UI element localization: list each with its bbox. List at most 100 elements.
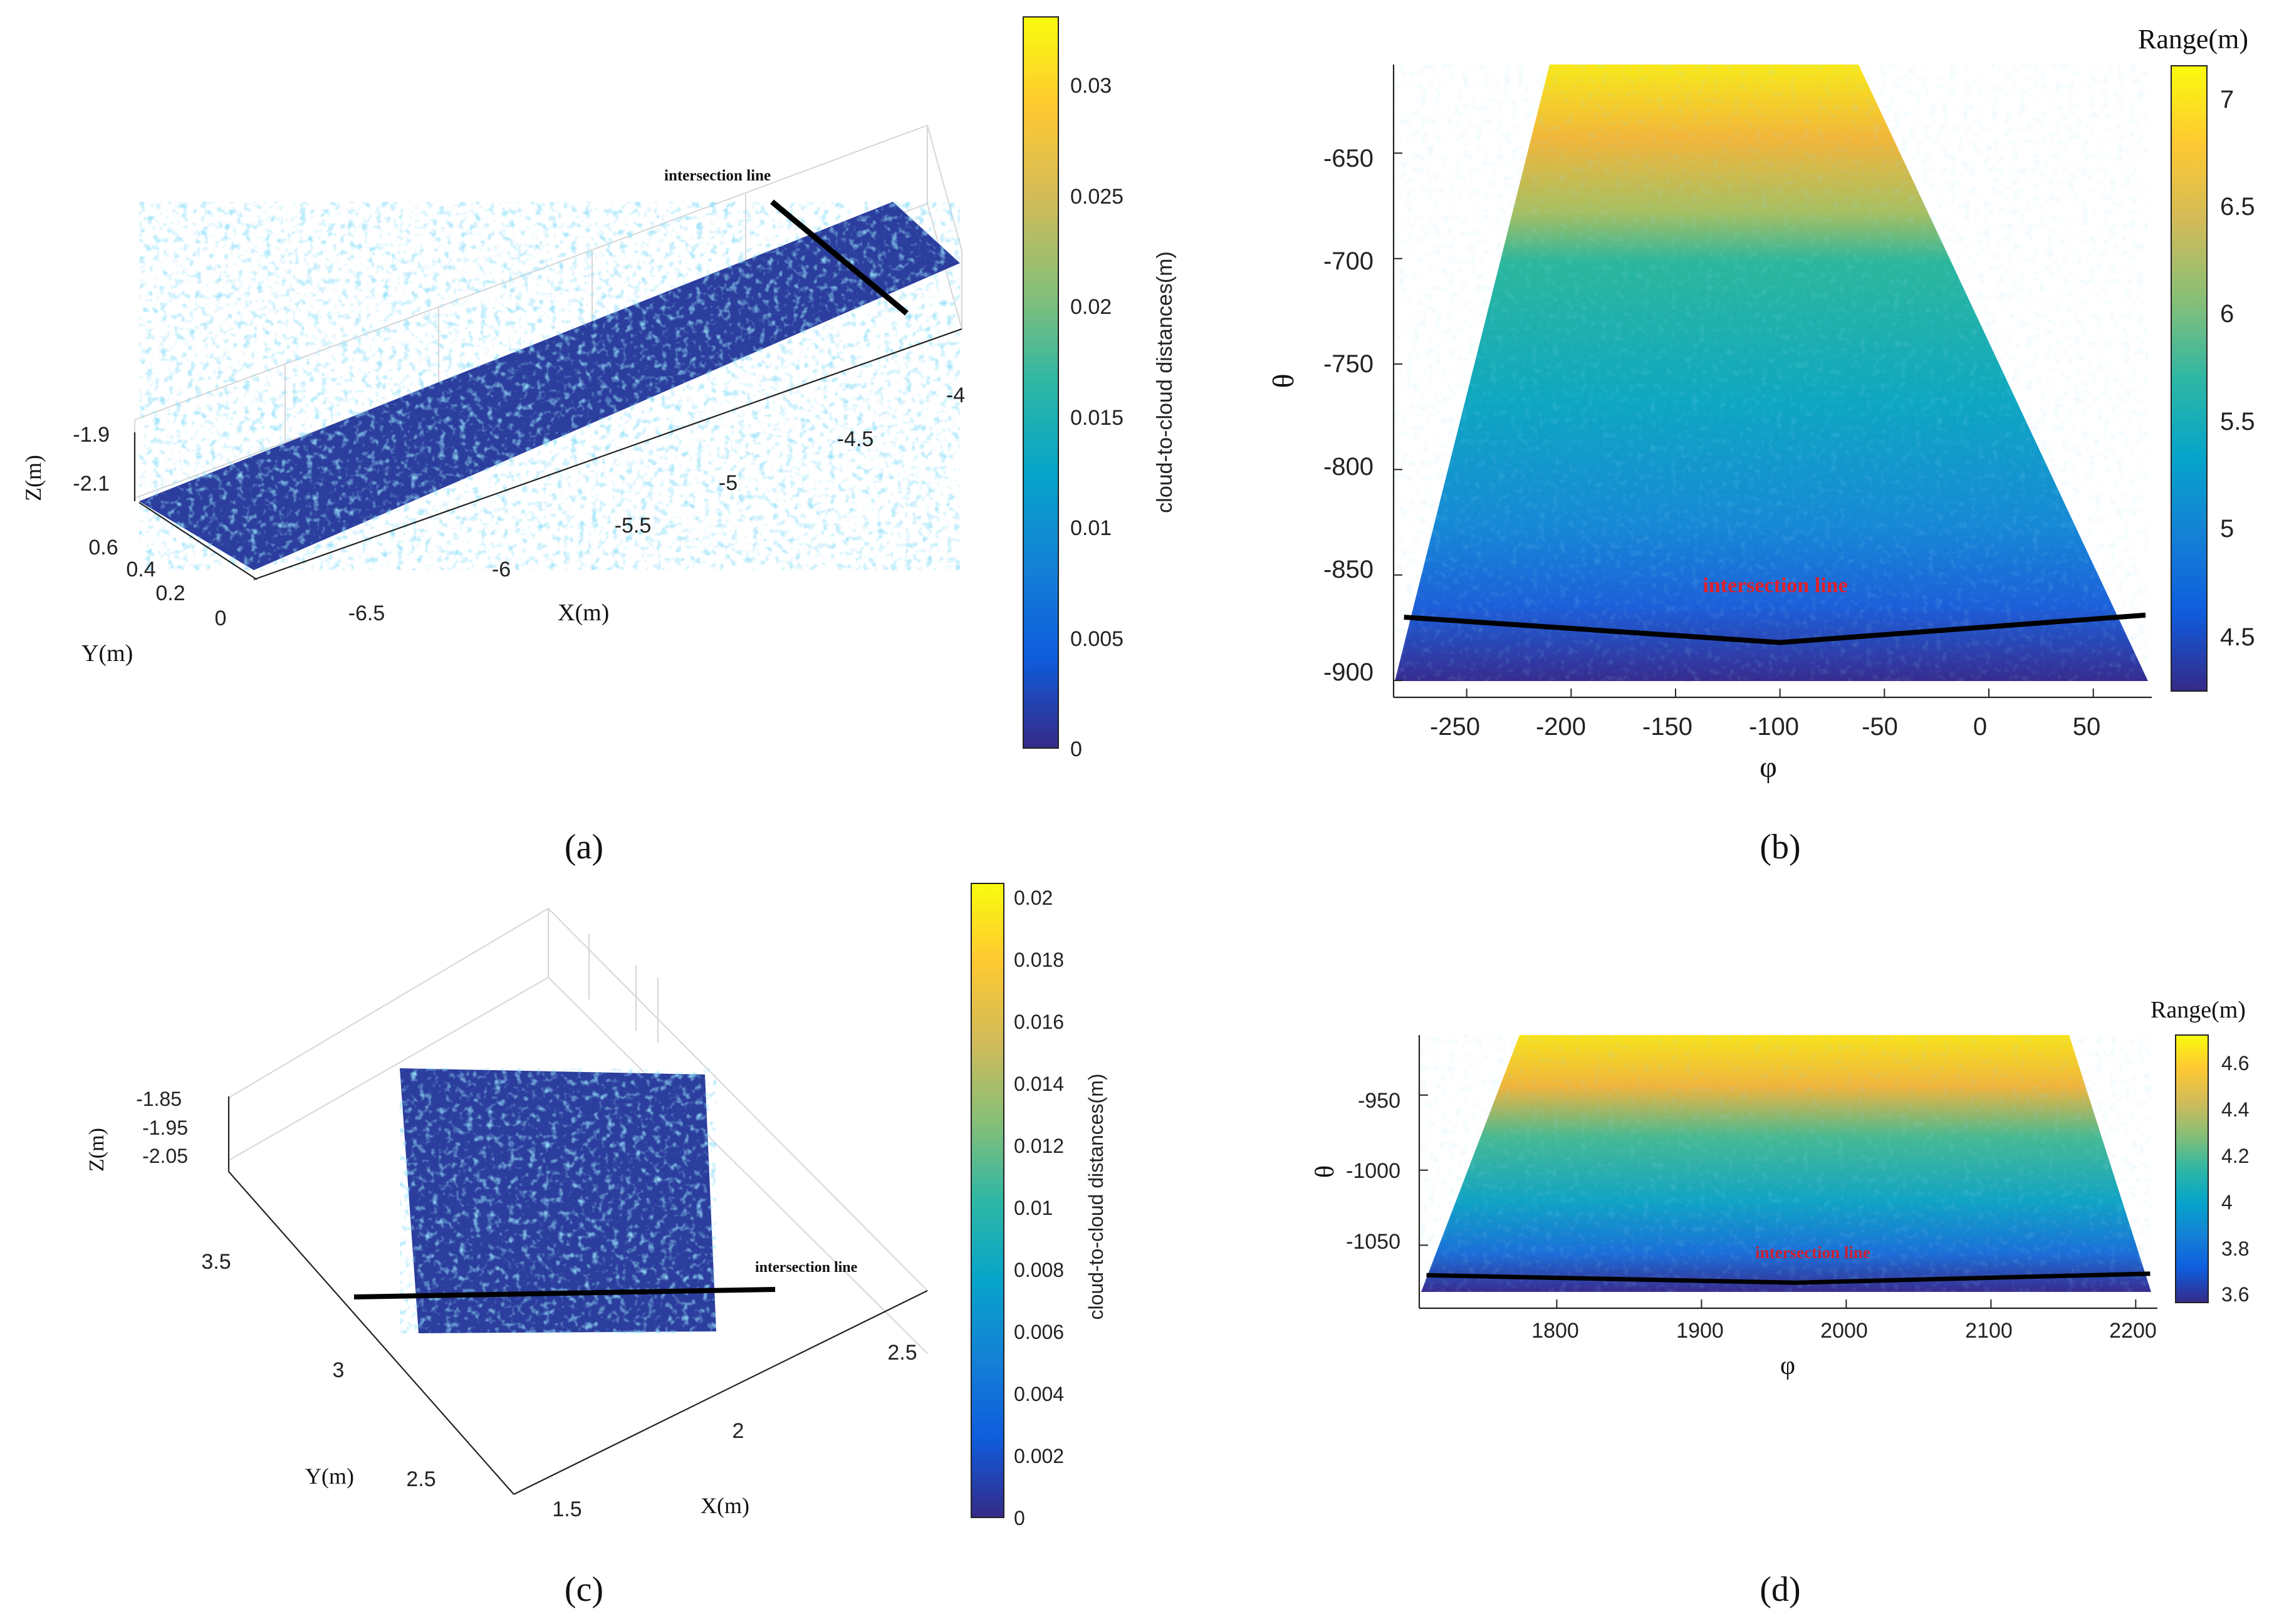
cbar-tick: 0.012 xyxy=(1014,1135,1064,1157)
panel-c-3d-box xyxy=(228,908,928,1354)
panel-c-zlabel: Z(m) xyxy=(85,1128,108,1172)
cbar-tick: 5.5 xyxy=(2220,408,2255,435)
y-tick: 3.5 xyxy=(201,1250,231,1274)
colorbar-label: Range(m) xyxy=(2138,24,2248,55)
panel-d-annotation: intersection line xyxy=(1755,1243,1870,1262)
panel-d-tick-marks xyxy=(1419,1094,2137,1308)
cbar-tick: 0.002 xyxy=(1014,1445,1064,1467)
x-tick: -5 xyxy=(719,471,738,495)
x-tick: -4.5 xyxy=(837,427,874,451)
panel-c-ylabel: Y(m) xyxy=(305,1464,354,1489)
z-tick: -1.85 xyxy=(136,1088,182,1110)
x-tick: -5.5 xyxy=(615,514,652,538)
z-tick: -2.1 xyxy=(73,472,110,496)
colorbar-label: cloud-to-cloud distances(m) xyxy=(1085,1073,1107,1320)
panel-a-annotation: intersection line xyxy=(664,167,771,184)
x-tick: 2.5 xyxy=(887,1341,917,1365)
panel-c-intersection-line xyxy=(353,1287,776,1299)
cbar-tick: 5 xyxy=(2220,515,2234,543)
x-tick: -6.5 xyxy=(348,601,385,625)
cbar-tick: 0.008 xyxy=(1014,1259,1064,1281)
cbar-tick: 0.005 xyxy=(1070,627,1124,651)
x-tick: 1800 xyxy=(1531,1319,1579,1343)
panel-d-y-ticks: -950 -1000 -1050 xyxy=(1346,1089,1400,1254)
panel-d: intersection line 1800 1900 2000 2100 22… xyxy=(1311,997,2249,1609)
panel-a-y-ticks: 0 0.2 0.4 0.6 xyxy=(88,536,226,630)
panel-b-region xyxy=(1395,65,2148,681)
panel-b-axes xyxy=(1392,65,2152,699)
cbar-tick: 6.5 xyxy=(2220,193,2255,221)
cbar-tick: 4.6 xyxy=(2221,1052,2249,1075)
panel-a-zlabel: Z(m) xyxy=(21,455,46,501)
panel-c-y-ticks: 2.5 3 3.5 xyxy=(201,1250,435,1491)
cbar-tick: 0.03 xyxy=(1070,74,1112,98)
panel-label-c: (c) xyxy=(565,1570,603,1609)
panel-label-d: (d) xyxy=(1760,1570,1800,1609)
y-tick: -1050 xyxy=(1346,1230,1400,1254)
panel-d-xlabel: φ xyxy=(1780,1351,1795,1380)
x-tick: -250 xyxy=(1430,713,1480,741)
cbar-tick: 0.016 xyxy=(1014,1011,1064,1033)
panel-a-xlabel: X(m) xyxy=(558,600,609,626)
z-tick: -2.05 xyxy=(142,1145,188,1167)
panel-label-b: (b) xyxy=(1760,828,1800,867)
panel-d-intersection-line xyxy=(1426,1271,2151,1285)
panel-c-z-ticks: -1.85 -1.95 -2.05 xyxy=(136,1088,188,1167)
cbar-tick: 3.6 xyxy=(2221,1283,2249,1306)
panel-c-annotation: intersection line xyxy=(755,1259,858,1276)
panel-d-axes xyxy=(1418,1035,2157,1309)
panel-c-colorbar: 0 0.002 0.004 0.006 0.008 0.01 0.012 0.0… xyxy=(971,883,1107,1529)
panel-c-xlabel: X(m) xyxy=(701,1493,749,1518)
x-tick: 2000 xyxy=(1820,1319,1868,1343)
x-tick: -150 xyxy=(1642,713,1692,741)
x-tick: 2 xyxy=(733,1419,744,1443)
panel-a: intersection line -6.5 -6 -5.5 -5 -4.5 -… xyxy=(21,16,1177,867)
panel-b-tick-marks xyxy=(1394,152,2094,697)
panel-b-xlabel: φ xyxy=(1760,751,1777,784)
x-tick: 1900 xyxy=(1676,1319,1724,1343)
cbar-tick: 4.5 xyxy=(2220,623,2255,651)
colorbar-ticks: 3.6 3.8 4 4.2 4.4 4.6 xyxy=(2221,1052,2249,1306)
cbar-tick: 0.006 xyxy=(1014,1321,1064,1343)
y-tick: 0 xyxy=(215,606,227,630)
panel-a-z-ticks: -1.9 -2.1 xyxy=(73,423,110,496)
cbar-tick: 0.02 xyxy=(1070,295,1112,319)
panel-a-x-ticks: -6.5 -6 -5.5 -5 -4.5 -4 xyxy=(348,383,965,625)
y-tick: 3 xyxy=(333,1358,345,1382)
panel-b-y-ticks: -650 -700 -750 -800 -850 -900 xyxy=(1323,145,1374,686)
cbar-tick: 0.014 xyxy=(1014,1073,1064,1095)
colorbar-ticks: 0 0.002 0.004 0.006 0.008 0.01 0.012 0.0… xyxy=(1014,887,1064,1529)
y-tick: -800 xyxy=(1323,453,1374,481)
x-tick: -6 xyxy=(492,558,511,581)
panel-label-a: (a) xyxy=(565,828,603,867)
cbar-tick: 4 xyxy=(2221,1191,2233,1214)
panel-c-point-cloud xyxy=(400,1068,716,1333)
colorbar-gradient xyxy=(971,883,1004,1518)
panel-b-colorbar: 4.5 5 5.5 6 6.5 7 Range(m) xyxy=(2138,24,2255,692)
panel-a-point-cloud xyxy=(139,202,960,570)
z-tick: -1.9 xyxy=(73,423,110,447)
colorbar-gradient xyxy=(2171,65,2208,692)
panel-c-axes xyxy=(227,1096,928,1495)
y-tick: -850 xyxy=(1323,556,1374,583)
panel-d-region xyxy=(1421,1035,2151,1292)
panel-a-ylabel: Y(m) xyxy=(81,640,133,667)
x-tick: 1.5 xyxy=(552,1497,581,1521)
colorbar-ticks: 0 0.005 0.01 0.015 0.02 0.025 0.03 xyxy=(1070,74,1124,761)
x-tick: 2200 xyxy=(2109,1319,2157,1343)
x-tick: 0 xyxy=(1973,713,1987,741)
panel-a-axes xyxy=(133,328,962,581)
cbar-tick: 0 xyxy=(1070,737,1082,761)
y-tick: -950 xyxy=(1358,1089,1400,1113)
panel-c: intersection line 1.5 2 2.5 X(m) 2.5 3 3… xyxy=(85,883,1107,1609)
panel-b: intersection line -250 -200 -150 -100 -5… xyxy=(1267,24,2255,867)
colorbar-gradient xyxy=(1023,16,1059,749)
x-tick: -4 xyxy=(946,383,965,407)
panel-b-x-ticks: -250 -200 -150 -100 -50 0 50 xyxy=(1430,713,2100,741)
panel-b-annotation: intersection line xyxy=(1702,574,1847,597)
cbar-tick: 0.015 xyxy=(1070,406,1124,430)
y-tick: -650 xyxy=(1323,145,1374,172)
x-tick: -100 xyxy=(1749,713,1799,741)
panel-d-x-ticks: 1800 1900 2000 2100 2200 xyxy=(1531,1319,2157,1343)
colorbar-label: cloud-to-cloud distances(m) xyxy=(1153,251,1177,513)
